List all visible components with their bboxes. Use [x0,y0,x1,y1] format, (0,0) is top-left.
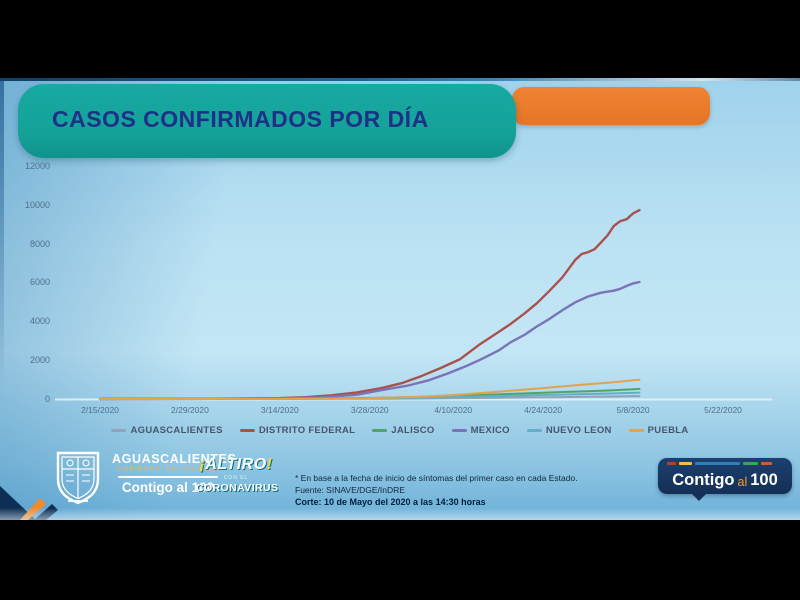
legend-item-nuevo-leon: NUEVO LEON [526,425,612,436]
legend-marker [628,429,644,432]
left-edge-shade [0,78,4,388]
x-tick-label: 5/22/2020 [704,405,742,415]
dash-yellow [679,462,692,465]
bubble-word2: al [737,475,748,489]
legend-label: NUEVO LEON [545,425,612,436]
state-logo-divider [118,476,218,478]
x-tick-label: 5/8/2020 [616,405,650,415]
series-line-jalisco [99,387,641,400]
legend-item-aguascalientes: AGUASCALIENTES [111,425,223,436]
title-banner: CASOS CONFIRMADOS POR DÍA [18,84,516,158]
legend-item-puebla: PUEBLA [628,425,689,436]
series-line-puebla [99,378,641,400]
campaign-badge-subject: CORONAVIRUS [196,482,279,494]
y-tick-label: 12000 [24,161,50,172]
chart-legend: AGUASCALIENTES DISTRITO FEDERAL JALISCO MEX… [0,425,800,436]
header-orange-accent [512,87,710,125]
legend-label: MEXICO [470,425,510,436]
note-basis: * En base a la fecha de inicio de síntom… [295,473,578,483]
legend-marker [111,429,127,432]
series-line-distrito-federal [98,208,641,401]
top-divider-line [0,78,800,81]
dash-red [667,462,676,465]
dash-orange [761,462,772,465]
state-crest-icon [56,451,100,505]
brand-bubble: Contigo al 100 [658,458,792,501]
slide-canvas: CASOS CONFIRMADOS POR DÍA 0 2000 4000 6000 8… [0,78,800,520]
legend-label: JALISCO [391,425,435,436]
legend-marker [526,429,542,432]
bubble-dashes [667,462,772,465]
x-tick-label: 4/24/2020 [524,405,563,415]
source-notes: * En base a la fecha de inicio de síntom… [295,473,578,507]
state-logo-text: AGUASCALIENTES GOBIERNO DEL ESTADO Conti… [112,452,237,495]
dash-blue [695,462,740,465]
badge-accent-close: ! [266,456,273,473]
legend-marker [451,429,467,432]
y-tick-label: 2000 [29,354,50,365]
x-tick-label: 2/29/2020 [171,405,209,415]
campaign-badge: ¡ALTIRO! CON EL CORONAVIRUS [196,456,279,494]
badge-word: ALTIRO [205,456,267,473]
y-tick-label: 8000 [29,238,50,249]
x-tick-label: 3/14/2020 [260,405,299,415]
legend-label: DISTRITO FEDERAL [258,425,356,436]
bubble-word1: Contigo [672,471,735,489]
note-cutoff: Corte: 10 de Mayo del 2020 a las 14:30 h… [295,497,486,507]
bottom-glow [0,508,800,520]
state-subtitle: GOBIERNO DEL ESTADO [117,467,219,473]
legend-item-mexico: MEXICO [451,425,510,436]
series-line-nuevo-leon [99,391,641,400]
series-line-aguascalientes [99,395,641,400]
legend-marker [239,429,255,432]
bubble-word3: 100 [750,471,778,489]
bubble-words: Contigo al 100 [658,467,792,494]
page-title: CASOS CONFIRMADOS POR DÍA [52,105,429,132]
legend-label: PUEBLA [647,425,689,436]
bubble-tail [692,494,706,501]
legend-label: AGUASCALIENTES [130,425,223,436]
x-tick-label: 3/28/2020 [350,405,389,415]
legend-item-distrito-federal: DISTRITO FEDERAL [239,425,356,436]
state-name: AGUASCALIENTES [112,452,237,466]
note-source: Fuente: SINAVE/DGE/InDRE [295,485,405,495]
y-tick-label: 6000 [29,277,50,288]
dash-green [743,462,758,465]
campaign-badge-middle: CON EL [223,475,249,481]
state-logo: AGUASCALIENTES GOBIERNO DEL ESTADO Conti… [52,449,237,505]
badge-accent-open: ¡ [199,456,206,473]
series-line-mexico [98,280,641,401]
campaign-badge-title: ¡ALTIRO! [196,456,276,474]
chart-series-group [98,208,641,401]
y-tick-label: 0 [44,393,50,404]
state-slogan: Contigo al 100 [121,480,215,495]
legend-marker [372,429,388,432]
legend-item-jalisco: JALISCO [372,425,434,436]
x-tick-label: 4/10/2020 [434,405,473,415]
x-tick-label: 2/15/2020 [81,405,119,415]
y-tick-label: 10000 [24,200,50,211]
y-tick-label: 4000 [29,316,50,327]
